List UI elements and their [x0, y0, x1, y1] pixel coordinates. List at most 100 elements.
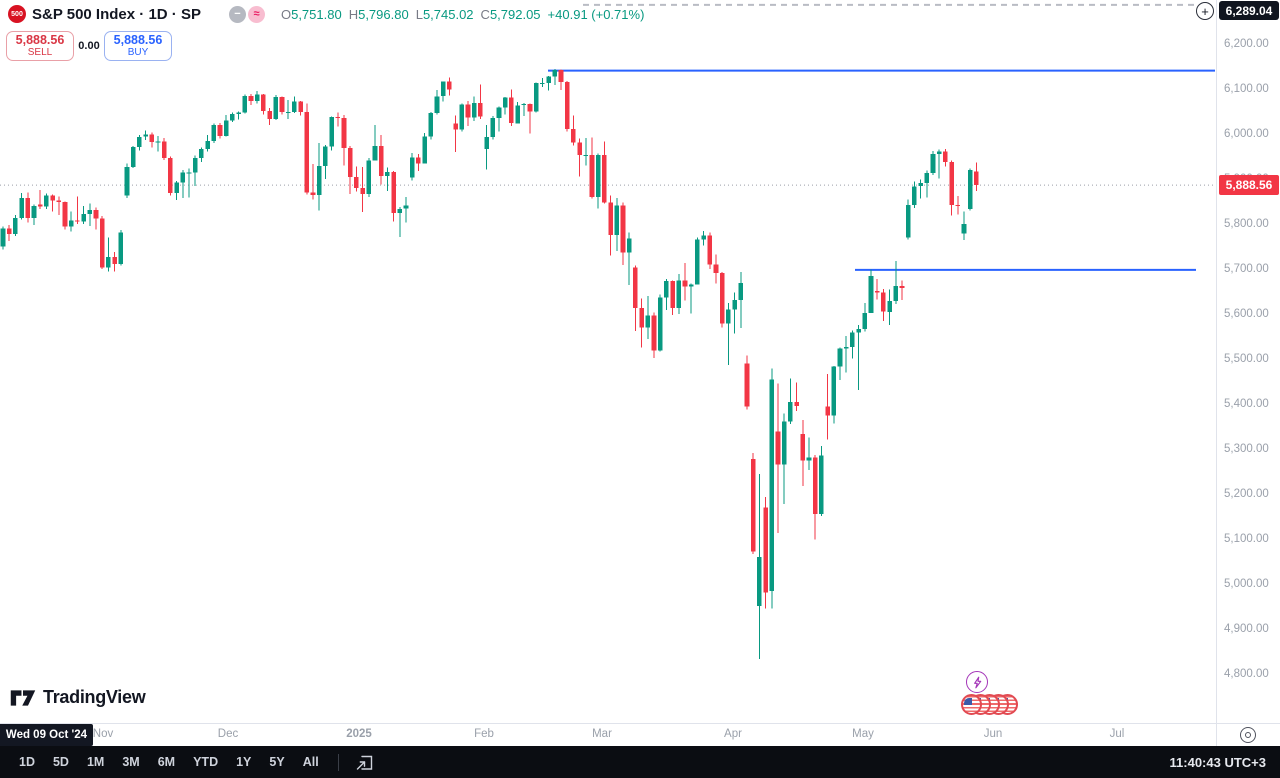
- candle: [595, 155, 601, 197]
- time-tick: Jul: [1109, 728, 1125, 740]
- wave-badge-icon[interactable]: ≈: [247, 5, 265, 23]
- clock[interactable]: 11:40:43 UTC+3: [1169, 754, 1266, 770]
- range-5d[interactable]: 5D: [52, 755, 69, 769]
- candle: [391, 171, 396, 213]
- axis-corner-divider: [1216, 724, 1217, 747]
- candle: [397, 208, 403, 213]
- candle: [862, 313, 868, 329]
- candle: [521, 103, 527, 106]
- buy-button[interactable]: 5,888.56 BUY: [104, 31, 172, 61]
- candle: [354, 176, 359, 188]
- candle: [831, 366, 837, 416]
- range-6m[interactable]: 6M: [157, 755, 176, 769]
- candle: [781, 421, 787, 465]
- candle: [13, 218, 18, 234]
- candle: [602, 155, 607, 203]
- candle: [812, 457, 818, 514]
- candle: [589, 154, 595, 198]
- candle: [620, 205, 626, 253]
- price-axis[interactable]: 6,289.04 5,888.56 6,200.00 6,100.00 6,000.…: [1216, 0, 1280, 723]
- time-tick: Jun: [983, 728, 1003, 740]
- range-3m[interactable]: 3M: [122, 755, 140, 769]
- candle: [974, 171, 979, 186]
- alert-price-label[interactable]: 6,289.04: [1219, 1, 1279, 20]
- candle: [558, 70, 564, 82]
- candle: [292, 101, 297, 112]
- candle: [62, 202, 68, 227]
- candle: [192, 157, 198, 173]
- price-tick: 5,400.00: [1224, 398, 1269, 411]
- plus-circle-icon[interactable]: +: [1196, 2, 1214, 20]
- lightning-event-icon[interactable]: [966, 671, 988, 693]
- price-tick: 6,200.00: [1224, 38, 1269, 51]
- tradingview-logo[interactable]: TradingView: [10, 687, 146, 708]
- candle: [533, 83, 539, 112]
- candle: [304, 112, 310, 193]
- time-tick: Dec: [217, 728, 239, 740]
- candle: [893, 286, 899, 301]
- axis-settings-icon[interactable]: [1240, 727, 1256, 743]
- range-all[interactable]: All: [302, 755, 319, 769]
- candle: [614, 205, 620, 235]
- candle: [316, 166, 322, 195]
- range-1y[interactable]: 1Y: [236, 755, 252, 769]
- candle: [143, 134, 148, 137]
- candle: [713, 264, 719, 273]
- price-tick: 6,100.00: [1224, 83, 1269, 96]
- candle: [930, 153, 936, 173]
- chart-pane[interactable]: 500 S&P 500 Index · 1D · SP − ≈ O5,751.8…: [0, 0, 1216, 723]
- candles: [0, 68, 979, 660]
- us-flag-events[interactable]: [961, 694, 1021, 717]
- candle: [329, 117, 334, 147]
- candle: [719, 273, 725, 324]
- candle: [360, 188, 365, 194]
- candle: [509, 97, 514, 124]
- candle: [409, 157, 415, 178]
- candle: [868, 275, 874, 314]
- candle: [217, 125, 223, 136]
- range-ytd[interactable]: YTD: [193, 755, 219, 769]
- candle: [843, 346, 849, 349]
- candle: [850, 332, 855, 347]
- candle: [174, 182, 179, 193]
- candle: [788, 402, 793, 422]
- candle: [961, 224, 967, 234]
- candlestick-chart[interactable]: [0, 0, 1216, 723]
- time-tick: Nov: [92, 728, 114, 740]
- candle: [552, 70, 558, 77]
- candle: [540, 83, 545, 85]
- crosshair-date-tooltip: Wed 09 Oct '24: [0, 724, 93, 746]
- candle: [50, 195, 55, 201]
- candle: [688, 284, 694, 287]
- candle: [416, 157, 421, 164]
- candle: [323, 146, 328, 166]
- candle: [645, 315, 651, 328]
- change-value: +40.91 (+0.71%): [547, 6, 645, 22]
- time-axis[interactable]: Wed 09 Oct '24 Nov Dec 2025 Feb Mar Apr May Jun…: [0, 723, 1280, 747]
- sell-button[interactable]: 5,888.56 SELL: [6, 31, 74, 61]
- candle: [707, 235, 713, 265]
- range-1m[interactable]: 1M: [86, 755, 105, 769]
- candle: [99, 218, 105, 268]
- range-1d[interactable]: 1D: [19, 755, 35, 769]
- candle: [205, 140, 210, 149]
- tradingview-mark-icon: [10, 689, 36, 706]
- candle: [6, 228, 12, 234]
- candle: [465, 104, 471, 118]
- candle: [651, 315, 657, 351]
- candle: [68, 220, 74, 227]
- candle: [453, 123, 458, 130]
- trade-panel: 5,888.56 SELL 0.00 5,888.56 BUY: [6, 31, 172, 61]
- sell-label: SELL: [27, 47, 53, 59]
- candle: [385, 171, 390, 176]
- candle: [341, 117, 347, 148]
- go-to-date-button[interactable]: [349, 751, 381, 774]
- candle: [285, 112, 291, 113]
- range-5y[interactable]: 5Y: [269, 755, 285, 769]
- minus-badge-icon[interactable]: −: [228, 5, 246, 23]
- candle: [837, 348, 843, 367]
- symbol-title[interactable]: S&P 500 Index · 1D · SP: [32, 5, 201, 23]
- go-to-date-icon: [356, 755, 372, 770]
- candle: [93, 210, 99, 219]
